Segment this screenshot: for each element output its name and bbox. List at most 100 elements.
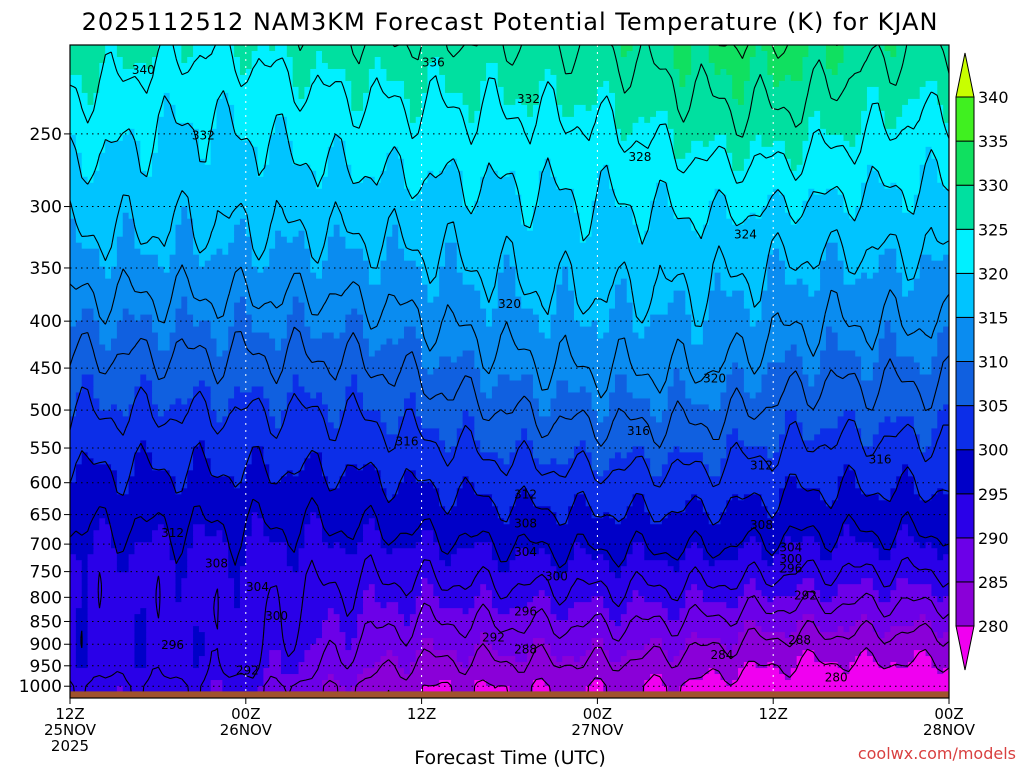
temperature-band-cell bbox=[837, 242, 949, 250]
temperature-band-cell bbox=[316, 170, 329, 178]
temperature-band-cell bbox=[116, 482, 130, 489]
temperature-band-cell bbox=[527, 488, 780, 495]
temperature-band-cell bbox=[597, 410, 610, 418]
temperature-band-cell bbox=[198, 320, 212, 328]
temperature-band-cell bbox=[480, 182, 516, 190]
temperature-band-cell bbox=[837, 332, 886, 340]
temperature-band-cell bbox=[70, 152, 83, 160]
temperature-band-cell bbox=[263, 518, 311, 525]
temperature-band-cell bbox=[943, 110, 949, 118]
temperature-band-cell bbox=[591, 320, 598, 328]
temperature-band-cell bbox=[292, 302, 305, 310]
temperature-band-cell bbox=[837, 482, 856, 489]
temperature-band-cell bbox=[480, 590, 493, 597]
temperature-band-cell bbox=[93, 386, 136, 394]
temperature-band-cell bbox=[239, 596, 364, 603]
temperature-band-cell bbox=[884, 332, 897, 340]
temperature-band-cell bbox=[450, 158, 458, 166]
colorbar-label: 300 bbox=[978, 441, 1009, 460]
temperature-band-cell bbox=[70, 458, 83, 465]
temperature-band-cell bbox=[755, 320, 886, 328]
temperature-band-cell bbox=[187, 206, 470, 214]
temperature-band-cell bbox=[363, 536, 382, 543]
temperature-band-cell bbox=[140, 440, 147, 447]
temperature-band-cell bbox=[210, 158, 259, 166]
temperature-band-cell bbox=[456, 356, 475, 364]
temperature-band-cell bbox=[439, 356, 452, 364]
temperature-band-cell bbox=[480, 380, 499, 388]
temperature-band-cell bbox=[738, 98, 745, 106]
temperature-band-cell bbox=[181, 212, 188, 220]
temperature-band-cell bbox=[187, 482, 235, 489]
temperature-band-cell bbox=[866, 614, 921, 621]
temperature-band-cell bbox=[193, 50, 235, 58]
temperature-band-cell bbox=[70, 620, 77, 627]
temperature-band-cell bbox=[896, 260, 921, 268]
temperature-band-cell bbox=[861, 272, 868, 280]
temperature-band-cell bbox=[632, 206, 651, 214]
temperature-band-cell bbox=[269, 410, 282, 418]
temperature-band-cell bbox=[421, 584, 434, 591]
temperature-band-cell bbox=[650, 404, 669, 412]
temperature-band-cell bbox=[474, 686, 511, 693]
temperature-band-cell bbox=[75, 146, 106, 154]
temperature-band-cell bbox=[87, 650, 136, 657]
temperature-band-cell bbox=[321, 50, 622, 58]
temperature-band-cell bbox=[497, 302, 522, 310]
x-tick-label: 28NOV bbox=[923, 721, 976, 739]
temperature-band-cell bbox=[491, 314, 540, 322]
temperature-band-cell bbox=[591, 452, 616, 459]
temperature-band-cell bbox=[75, 404, 100, 412]
temperature-band-cell bbox=[550, 650, 587, 657]
temperature-band-cell bbox=[87, 554, 118, 561]
temperature-band-cell bbox=[286, 332, 311, 340]
temperature-band-cell bbox=[70, 170, 83, 178]
temperature-band-cell bbox=[345, 548, 358, 555]
temperature-band-cell bbox=[679, 686, 949, 693]
temperature-band-cell bbox=[321, 272, 370, 280]
temperature-band-cell bbox=[175, 320, 194, 328]
temperature-band-cell bbox=[146, 632, 194, 639]
temperature-band-cell bbox=[222, 680, 264, 687]
temperature-band-cell bbox=[644, 680, 663, 687]
temperature-band-cell bbox=[579, 386, 587, 394]
temperature-band-cell bbox=[614, 572, 622, 579]
temperature-band-cell bbox=[550, 596, 593, 603]
temperature-band-cell bbox=[609, 614, 622, 621]
temperature-band-cell bbox=[884, 326, 891, 334]
temperature-band-cell bbox=[831, 68, 839, 76]
temperature-band-cell bbox=[380, 476, 405, 483]
temperature-band-cell bbox=[872, 272, 903, 280]
temperature-band-cell bbox=[837, 188, 862, 196]
temperature-band-cell bbox=[802, 152, 927, 160]
temperature-band-cell bbox=[702, 590, 745, 597]
temperature-band-cell bbox=[193, 224, 235, 232]
temperature-band-cell bbox=[187, 566, 229, 573]
temperature-band-cell bbox=[861, 122, 886, 130]
temperature-band-cell bbox=[515, 656, 528, 663]
temperature-band-cell bbox=[843, 260, 880, 268]
temperature-band-cell bbox=[275, 230, 282, 238]
temperature-band-cell bbox=[527, 434, 727, 441]
temperature-band-cell bbox=[568, 608, 610, 615]
temperature-band-cell bbox=[544, 548, 575, 555]
temperature-band-cell bbox=[363, 92, 405, 100]
temperature-band-cell bbox=[843, 530, 850, 537]
temperature-band-cell bbox=[790, 212, 804, 220]
temperature-band-cell bbox=[140, 158, 153, 166]
temperature-band-cell bbox=[316, 272, 323, 280]
temperature-band-cell bbox=[550, 644, 593, 651]
temperature-band-cell bbox=[562, 656, 575, 663]
temperature-band-cell bbox=[70, 554, 77, 561]
temperature-band-cell bbox=[708, 308, 751, 316]
temperature-band-cell bbox=[474, 482, 786, 489]
temperature-band-cell bbox=[632, 326, 645, 334]
temperature-band-cell bbox=[603, 332, 640, 340]
temperature-band-cell bbox=[198, 146, 212, 154]
temperature-band-cell bbox=[228, 332, 270, 340]
temperature-band-cell bbox=[738, 668, 780, 675]
temperature-band-cell bbox=[749, 212, 757, 220]
temperature-band-cell bbox=[843, 266, 880, 274]
temperature-band-cell bbox=[632, 500, 645, 507]
temperature-band-cell bbox=[919, 188, 949, 196]
